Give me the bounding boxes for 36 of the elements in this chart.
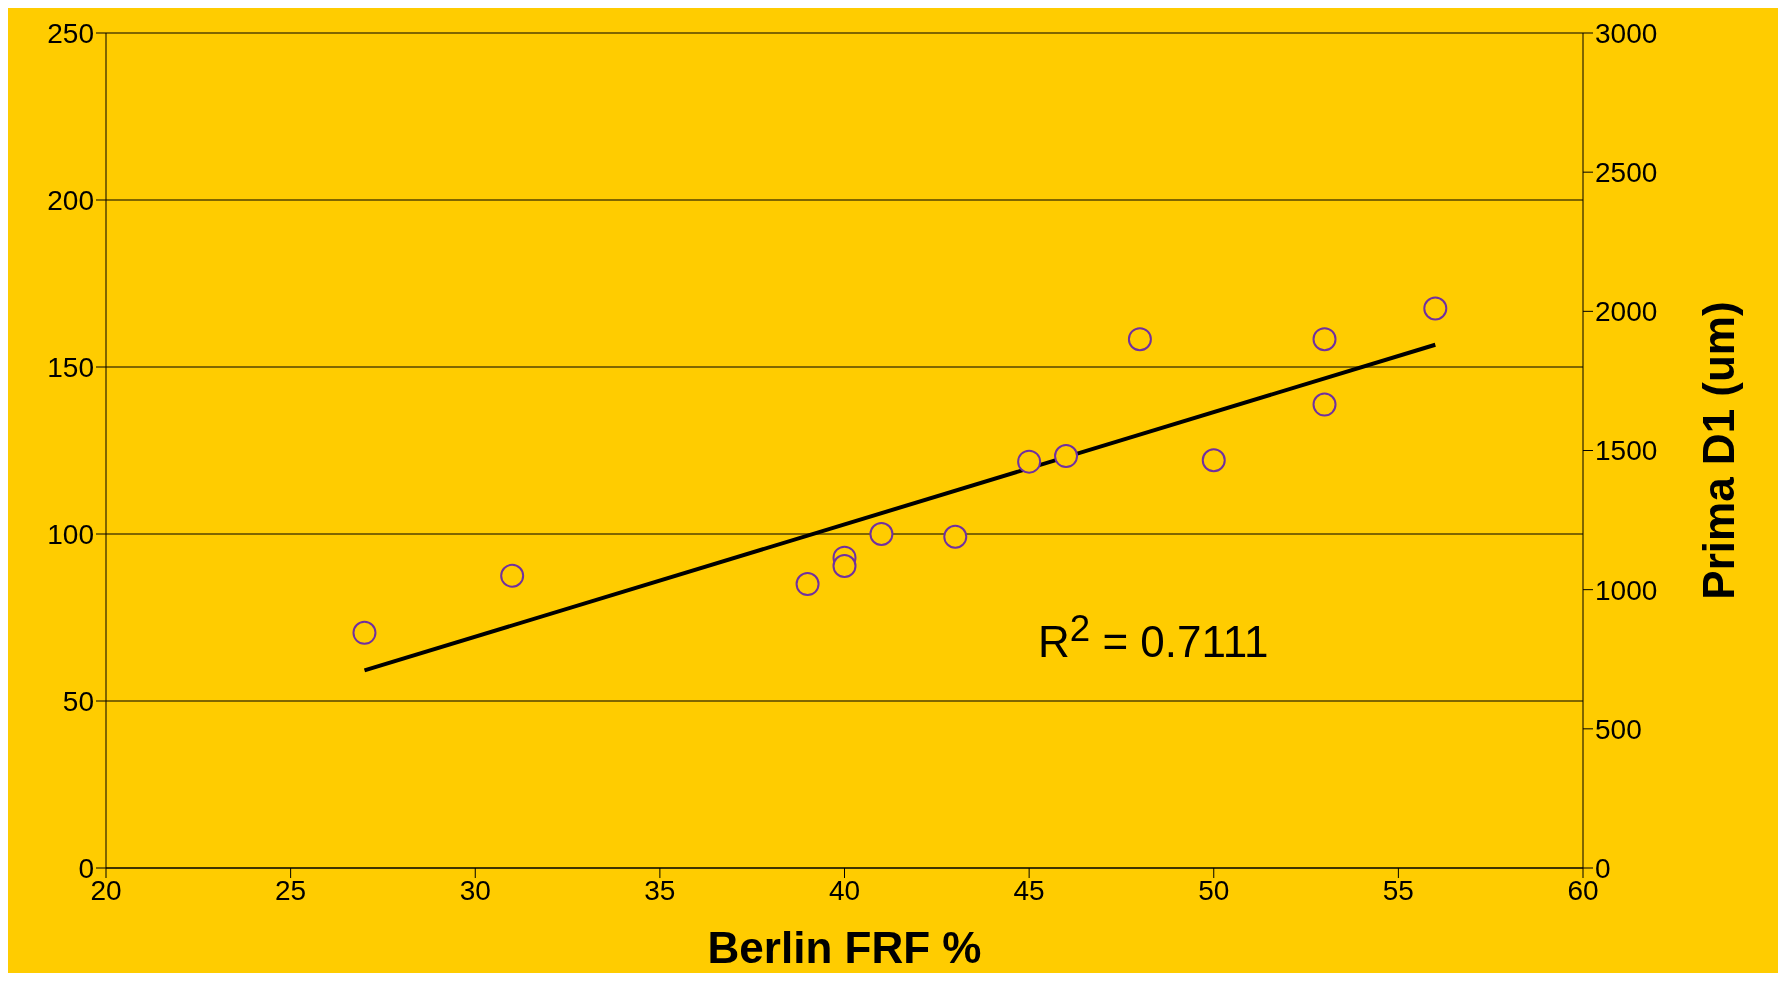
y-tick-label: 100 bbox=[47, 518, 94, 550]
x-tick-label: 50 bbox=[1198, 874, 1230, 906]
x-tick-label: 30 bbox=[459, 874, 491, 906]
x-tick-label: 55 bbox=[1382, 874, 1414, 906]
y-tick-label: 200 bbox=[47, 184, 94, 216]
y2-tick-label: 500 bbox=[1595, 713, 1642, 745]
y2-tick-label: 3000 bbox=[1595, 17, 1658, 49]
point bbox=[832, 554, 857, 579]
y2-tick-label: 1500 bbox=[1595, 435, 1658, 467]
x-tick-label: 45 bbox=[1013, 874, 1045, 906]
x-tick-label: 25 bbox=[275, 874, 307, 906]
y-tick-label: 150 bbox=[47, 351, 94, 383]
y2-tick-label: 0 bbox=[1595, 852, 1611, 884]
point bbox=[795, 572, 820, 597]
y-tick-label: 250 bbox=[47, 17, 94, 49]
point bbox=[1017, 449, 1042, 474]
point bbox=[1127, 327, 1152, 352]
y2-tick-label: 2000 bbox=[1595, 296, 1658, 328]
x-axis-title: Berlin FRF % bbox=[707, 923, 982, 972]
point bbox=[943, 524, 968, 549]
y-tick-label: 0 bbox=[78, 852, 94, 884]
point bbox=[869, 522, 894, 546]
point bbox=[352, 620, 377, 645]
y2-tick-label: 2500 bbox=[1595, 157, 1658, 189]
point bbox=[1312, 327, 1337, 352]
y2-axis-title: Prima D1 (um) bbox=[1693, 301, 1743, 600]
x-tick-label: 35 bbox=[644, 874, 676, 906]
point bbox=[500, 563, 525, 588]
x-tick-label: 40 bbox=[828, 874, 861, 906]
point bbox=[1423, 296, 1448, 321]
point bbox=[1312, 392, 1337, 417]
point bbox=[1054, 444, 1079, 469]
y-tick-label: 50 bbox=[62, 685, 94, 717]
annotation: R$^{2}$ = 0.7111 bbox=[1038, 608, 1269, 667]
point bbox=[1201, 448, 1226, 473]
y2-tick-label: 1000 bbox=[1595, 574, 1658, 606]
